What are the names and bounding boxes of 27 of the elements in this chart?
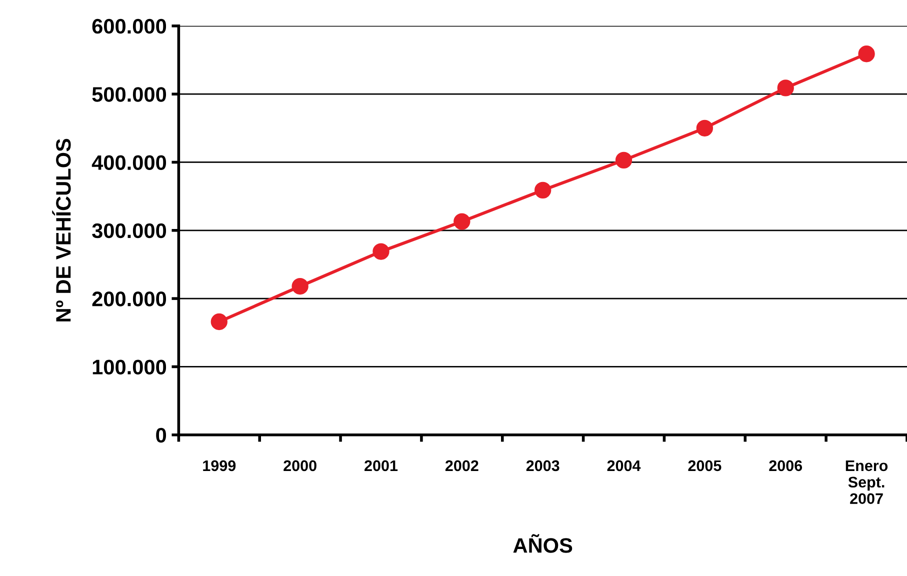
x-axis-title: AÑOS: [513, 534, 572, 553]
x-tick-label: Enero Sept. 2007: [846, 460, 888, 504]
y-axis-title: Nº DE VEHÍCULOS: [52, 138, 71, 322]
x-tick-label: 2001: [364, 460, 398, 472]
point: [858, 46, 875, 62]
point: [777, 80, 794, 96]
y-tick-label: 200.000: [92, 292, 166, 306]
point: [615, 152, 632, 169]
x-tick-label: 2002: [445, 460, 478, 472]
point: [696, 120, 714, 136]
point: [292, 278, 308, 295]
y-tick-label: 100.000: [92, 360, 166, 374]
x-tick-label: 2005: [688, 460, 722, 472]
x-tick-label: 2004: [607, 460, 641, 472]
point: [210, 313, 228, 330]
y-tick-label: 600.000: [92, 18, 166, 34]
point: [534, 182, 552, 199]
x-tick-label: 2003: [526, 460, 560, 472]
y-tick-label: 300.000: [92, 223, 166, 238]
y-tick-label: 400.000: [92, 155, 166, 170]
x-tick-label: 1999: [203, 460, 236, 472]
y-tick-label: 0: [156, 428, 166, 443]
x-tick-label: 2000: [284, 460, 316, 472]
point: [372, 243, 390, 260]
point: [454, 213, 470, 230]
y-tick-label: 500.000: [92, 87, 166, 102]
x-tick-label: 2006: [769, 460, 802, 472]
